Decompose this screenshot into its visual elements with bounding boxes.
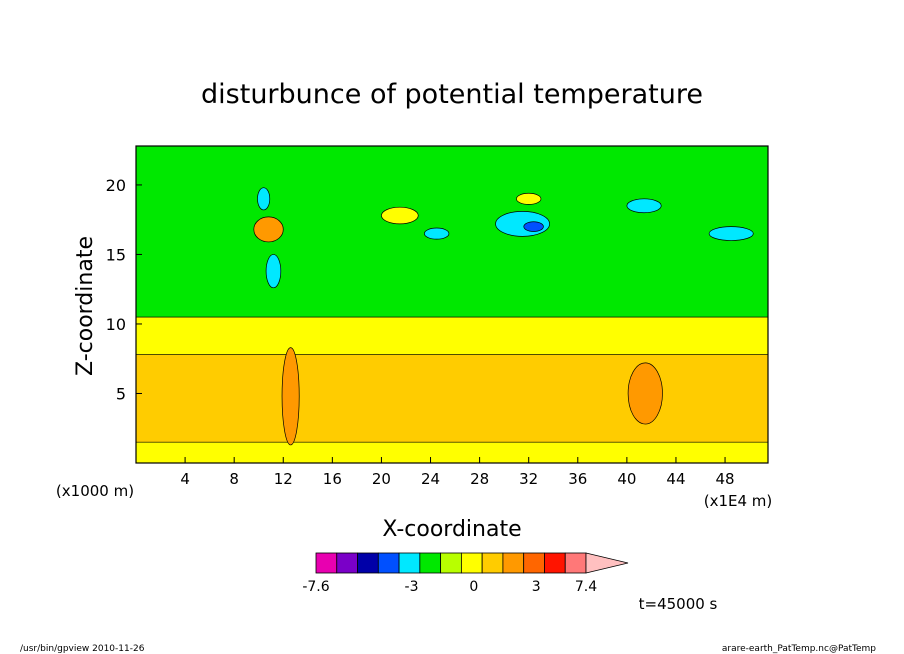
colorbar-swatch-0	[315, 552, 338, 574]
colorbar-swatch-2	[357, 552, 379, 574]
contour-cell-8	[381, 206, 419, 225]
x-tick-label: 24	[421, 470, 440, 488]
contour-cell-6	[626, 198, 662, 214]
colorbar-ticks: -7.6 -3 0 3 7.4	[302, 579, 597, 595]
y-axis-label: Z-coordinate	[73, 236, 98, 376]
contour-band-3	[136, 146, 768, 318]
contour-cell-5	[424, 227, 450, 240]
contour-band-2	[136, 316, 768, 355]
contour-cell-4	[523, 221, 544, 232]
colorbar-swatch-5	[419, 552, 442, 574]
contour-bands	[136, 146, 768, 463]
contour-cell-1	[257, 187, 271, 211]
x-tick-label: 12	[274, 470, 293, 488]
plot-frame	[135, 145, 769, 464]
colorbar-swatch-12	[564, 552, 587, 574]
x-tick-label: 40	[617, 470, 636, 488]
x-tick-label: 36	[568, 470, 587, 488]
x-tick-label: 20	[372, 470, 391, 488]
colorbar-swatch-3	[377, 552, 400, 574]
contour-cell-0	[253, 216, 284, 243]
y-tick-label: 10	[106, 315, 126, 334]
contour-cell-7	[708, 226, 754, 241]
x-tick-label: 28	[470, 470, 489, 488]
x-unit-right: (x1E4 m)	[704, 492, 773, 510]
colorbar-swatch-9	[502, 552, 525, 574]
x-unit-left: (x1000 m)	[56, 482, 134, 500]
x-axis: 4 8 12 16 20 24 28 32 36 40 44 48	[180, 457, 735, 488]
x-tick-label: 4	[180, 470, 190, 488]
colorbar-swatch-8	[481, 552, 504, 574]
contour-cells	[253, 187, 754, 446]
colorbar	[315, 552, 629, 574]
contour-band-0	[136, 441, 768, 463]
contour-cell-9	[516, 192, 542, 205]
contour-cell-11	[281, 347, 300, 446]
x-axis-label: X-coordinate	[382, 517, 521, 542]
colorbar-tick-label: -7.6	[302, 579, 329, 595]
x-tick-label: 8	[229, 470, 239, 488]
x-tick-label: 44	[666, 470, 685, 488]
footer-right: arare-earth_PatTemp.nc@PatTemp	[722, 644, 876, 654]
contour-band-1	[136, 354, 768, 443]
y-tick-label: 15	[106, 245, 126, 264]
colorbar-swatch-10	[523, 552, 545, 574]
colorbar-tick-label: -3	[405, 579, 419, 595]
x-tick-label: 32	[519, 470, 538, 488]
footer-left: /usr/bin/gpview 2010-11-26	[20, 644, 145, 654]
x-tick-label: 48	[716, 470, 735, 488]
chart-title: disturbunce of potential temperature	[201, 79, 703, 110]
colorbar-tick-label: 3	[532, 579, 541, 595]
x-tick-label: 16	[323, 470, 342, 488]
colorbar-tick-label: 7.4	[575, 579, 597, 595]
colorbar-extend-arrow	[585, 552, 629, 574]
contour-cell-2	[265, 254, 282, 289]
colorbar-swatch-7	[460, 552, 483, 574]
y-tick-label: 5	[116, 384, 126, 403]
time-label: t=45000 s	[639, 595, 718, 613]
colorbar-swatch-6	[440, 552, 462, 574]
colorbar-tick-label: 0	[469, 579, 478, 595]
colorbar-swatch-4	[398, 552, 421, 574]
y-axis: 5 10 15 20	[106, 176, 142, 403]
colorbar-swatch-11	[544, 552, 566, 574]
colorbar-swatch-1	[336, 552, 358, 574]
plot-area	[135, 145, 769, 464]
contour-cell-10	[627, 362, 663, 425]
y-tick-label: 20	[106, 176, 126, 195]
